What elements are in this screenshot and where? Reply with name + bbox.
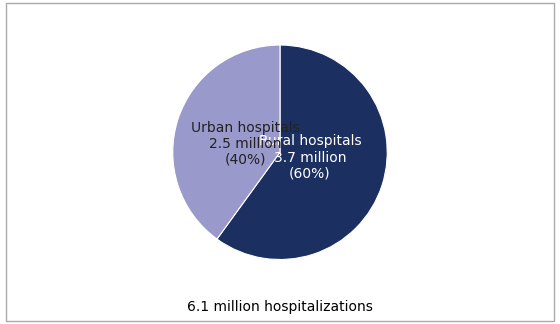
Text: Urban hospitals
2.5 million
(40%): Urban hospitals 2.5 million (40%) xyxy=(192,121,300,167)
Wedge shape xyxy=(173,45,280,239)
Wedge shape xyxy=(217,45,387,260)
Text: 6.1 million hospitalizations: 6.1 million hospitalizations xyxy=(187,300,373,314)
Text: Rural hospitals
3.7 million
(60%): Rural hospitals 3.7 million (60%) xyxy=(259,134,361,181)
